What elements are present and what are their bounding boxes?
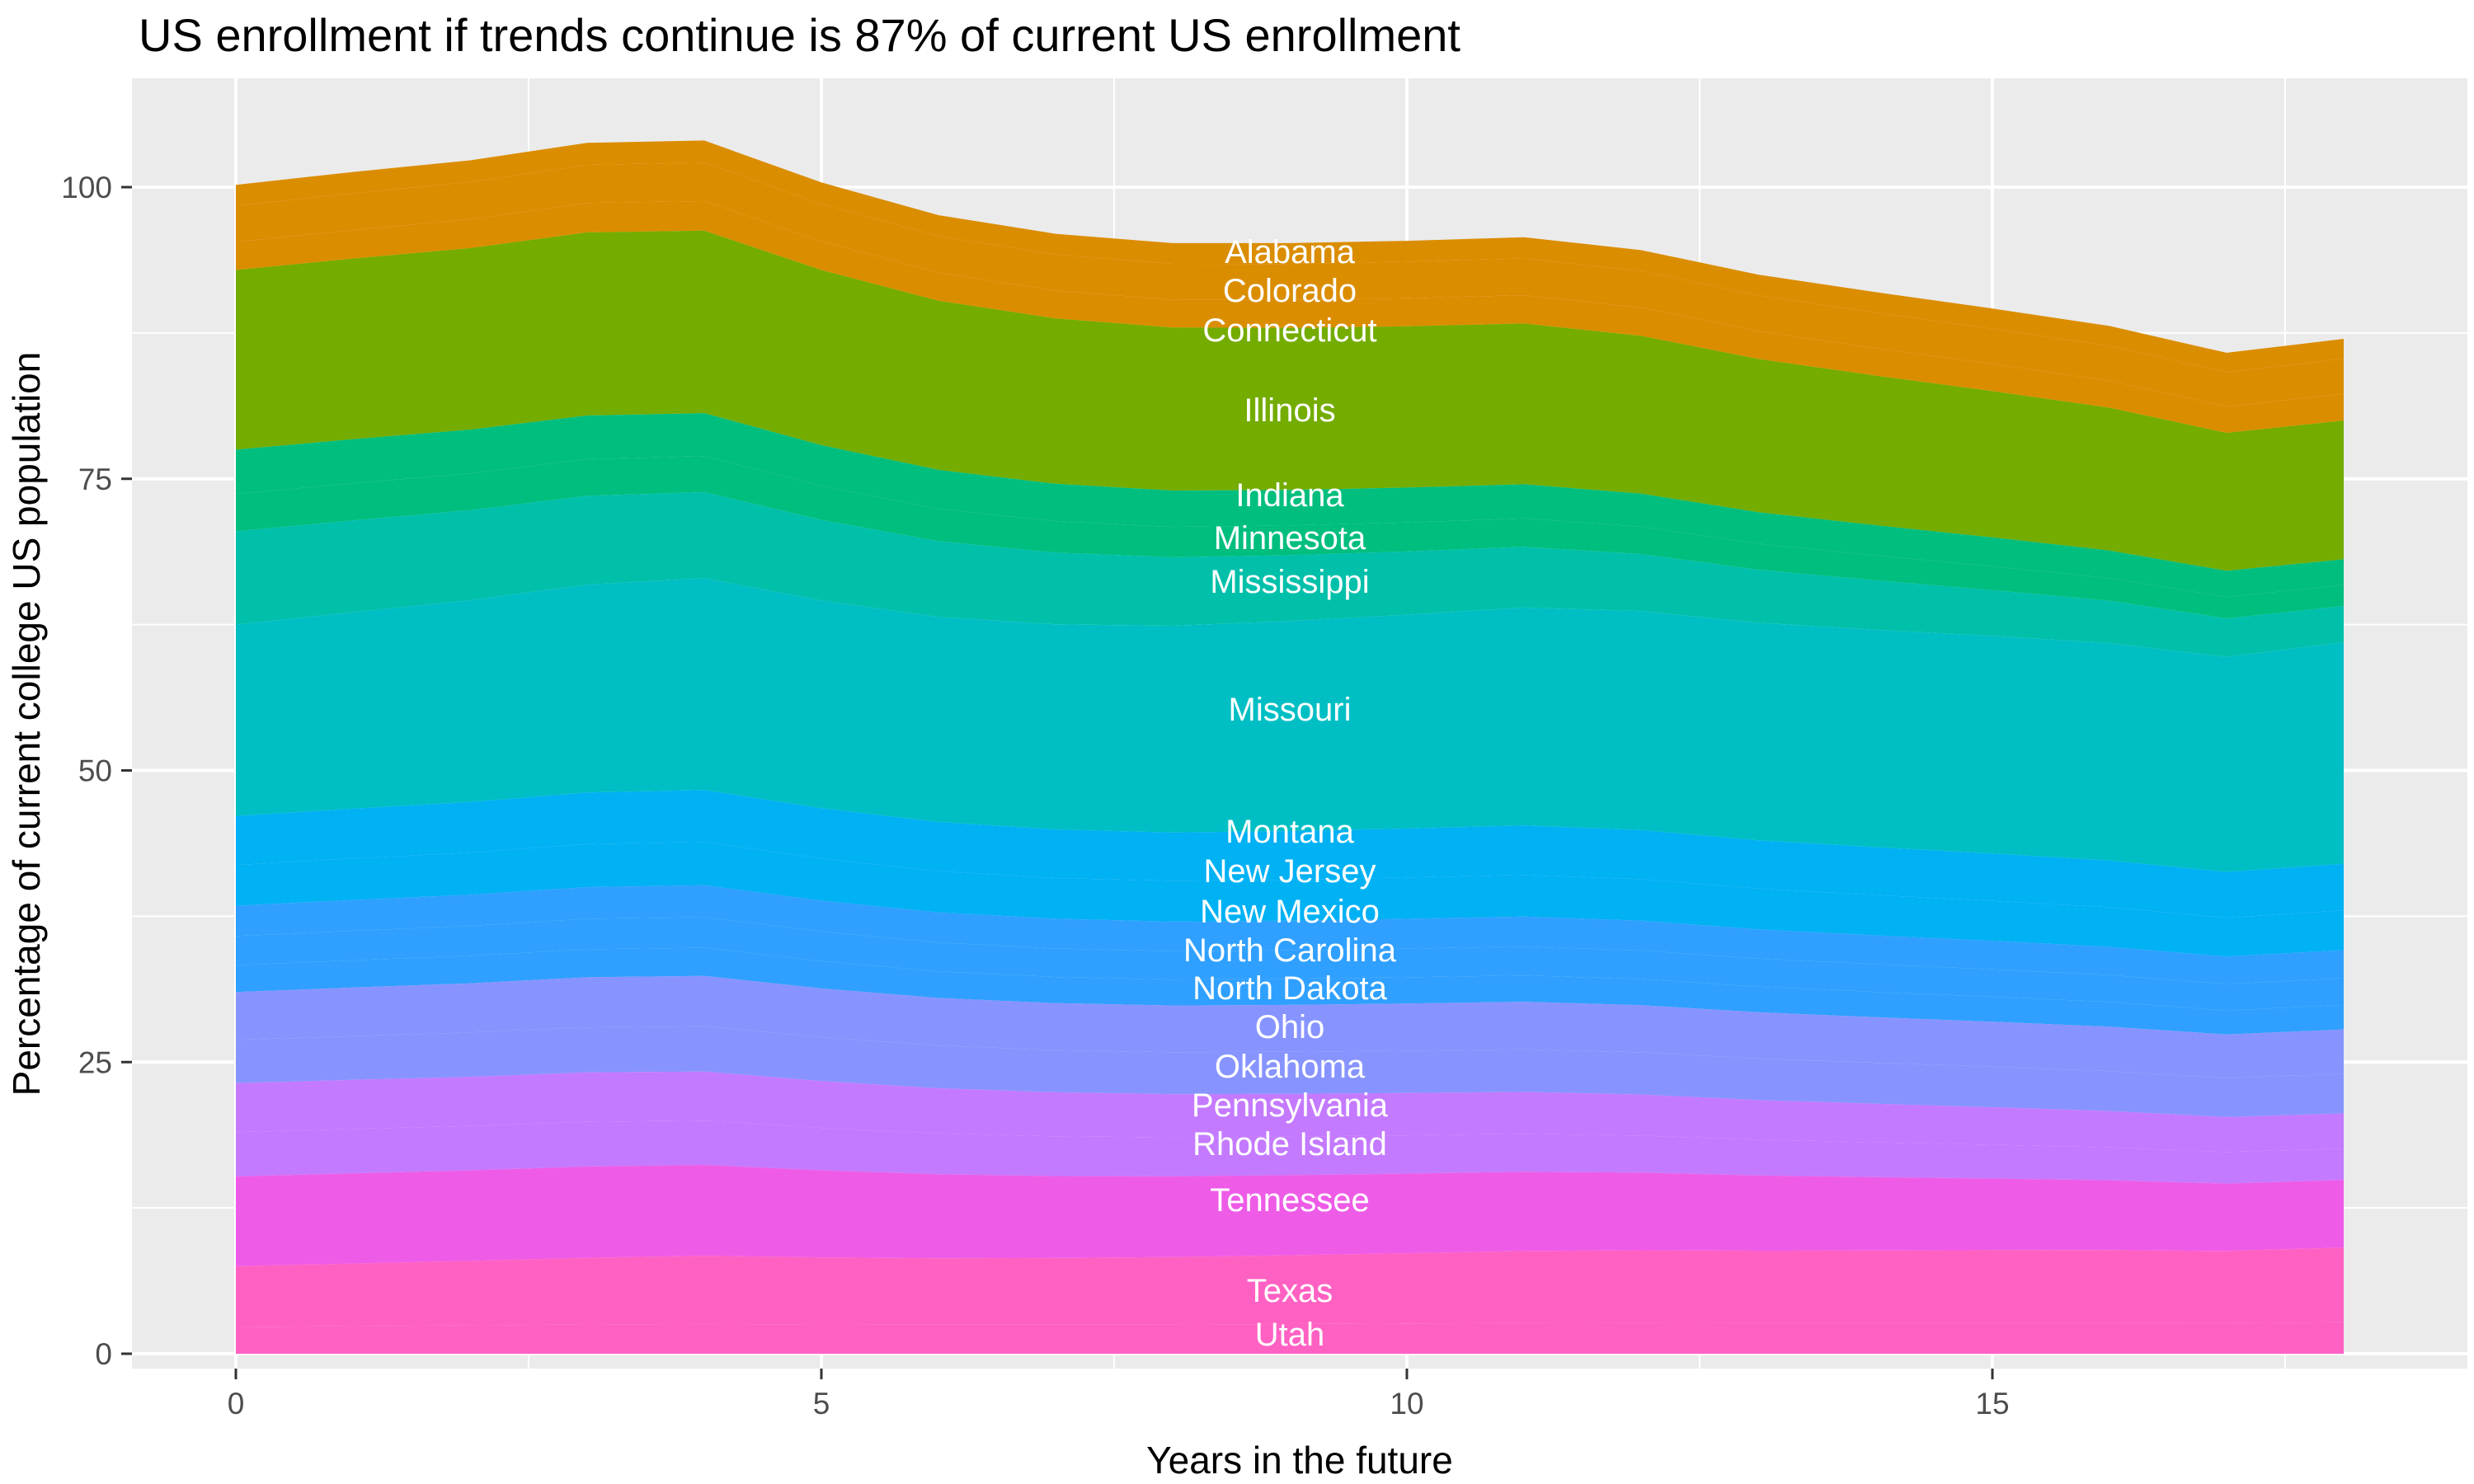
- area-band-north-dakota: [236, 947, 2344, 1035]
- state-label-north-dakota: North Dakota: [1192, 970, 1387, 1007]
- x-tick-label: 5: [813, 1387, 830, 1421]
- area-band-connecticut: [236, 200, 2344, 433]
- state-label-oklahoma: Oklahoma: [1215, 1049, 1366, 1085]
- state-label-montana: Montana: [1225, 814, 1354, 850]
- state-label-minnesota: Minnesota: [1214, 520, 1366, 556]
- area-band-new-jersey: [236, 842, 2344, 957]
- area-band-indiana: [236, 413, 2344, 598]
- state-label-alabama: Alabama: [1225, 234, 1356, 270]
- area-band-north-carolina: [236, 917, 2344, 1011]
- state-label-connecticut: Connecticut: [1202, 312, 1376, 349]
- area-band-montana: [236, 790, 2344, 918]
- area-band-ohio: [236, 975, 2344, 1078]
- state-label-indiana: Indiana: [1235, 477, 1344, 514]
- state-label-utah: Utah: [1255, 1317, 1325, 1353]
- x-tick-label: 10: [1390, 1387, 1423, 1421]
- state-label-rhode-island: Rhode Island: [1192, 1126, 1387, 1162]
- area-band-missouri: [236, 578, 2344, 872]
- y-axis-title: Percentage of current college US populat…: [5, 352, 48, 1097]
- x-tick-label: 0: [228, 1387, 245, 1421]
- y-tick-label: 25: [78, 1045, 112, 1079]
- area-band-texas: [236, 1247, 2344, 1327]
- area-band-minnesota: [236, 456, 2344, 619]
- area-band-utah: [236, 1322, 2344, 1354]
- state-label-north-carolina: North Carolina: [1183, 932, 1397, 969]
- state-label-new-jersey: New Jersey: [1204, 853, 1376, 890]
- state-label-colorado: Colorado: [1223, 273, 1357, 309]
- area-band-mississippi: [236, 491, 2344, 657]
- y-tick-label: 75: [78, 463, 112, 496]
- state-label-missouri: Missouri: [1229, 692, 1352, 728]
- area-band-rhode-island: [236, 1120, 2344, 1184]
- state-label-ohio: Ohio: [1255, 1009, 1325, 1045]
- y-tick-label: 0: [95, 1337, 112, 1371]
- state-label-mississippi: Mississippi: [1210, 564, 1369, 600]
- area-band-illinois: [236, 230, 2344, 571]
- state-label-pennsylvania: Pennsylvania: [1192, 1087, 1389, 1124]
- area-band-alabama: [236, 140, 2344, 373]
- state-label-illinois: Illinois: [1244, 392, 1335, 429]
- area-band-oklahoma: [236, 1026, 2344, 1117]
- x-tick-label: 15: [1975, 1387, 2009, 1421]
- area-band-new-mexico: [236, 885, 2344, 984]
- state-label-new-mexico: New Mexico: [1200, 894, 1380, 930]
- state-label-tennessee: Tennessee: [1210, 1182, 1369, 1219]
- area-band-colorado: [236, 162, 2344, 407]
- y-tick-label: 50: [78, 754, 112, 788]
- area-band-tennessee: [236, 1165, 2344, 1266]
- stacked-area-bands: [236, 140, 2344, 1354]
- x-axis-title: Years in the future: [1146, 1439, 1453, 1482]
- state-label-texas: Texas: [1247, 1273, 1333, 1309]
- chart-title: US enrollment if trends continue is 87% …: [139, 9, 1460, 61]
- axis-tick-marks: [121, 186, 1994, 1379]
- area-band-pennsylvania: [236, 1071, 2344, 1153]
- axis-tick-labels: 0 5 10 15 0 25 50 75 100: [61, 171, 2009, 1421]
- y-tick-label: 100: [61, 171, 112, 204]
